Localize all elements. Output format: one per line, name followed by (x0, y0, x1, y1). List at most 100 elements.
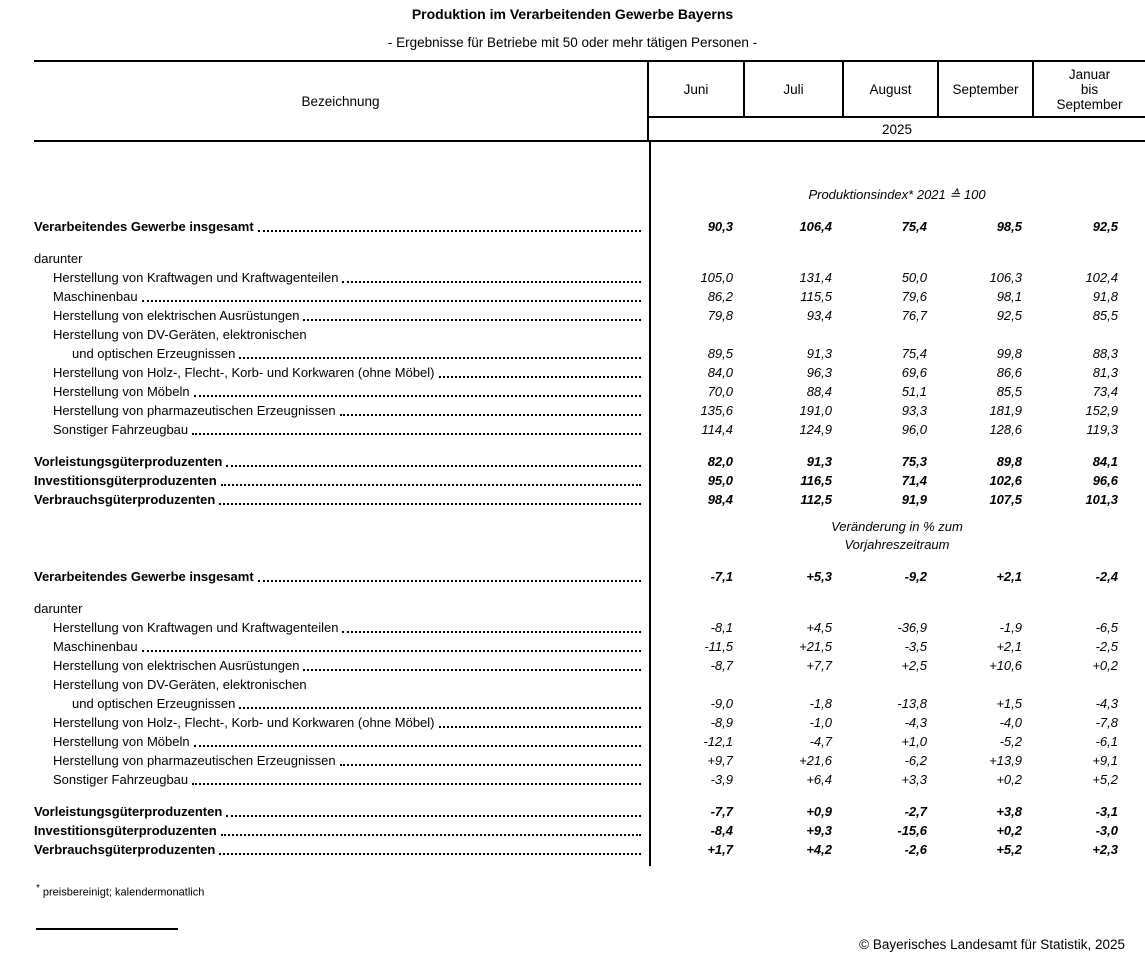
dotted-leader (342, 281, 641, 283)
row-label-cell: Verarbeitendes Gewerbe insgesamt (34, 567, 649, 586)
value-cell: 102,4 (1085, 270, 1118, 285)
row-values: -11,5 +21,5 -3,5 +2,1 -2,5 (649, 637, 1145, 656)
value-cell: 112,5 (800, 492, 832, 507)
value-cell: -5,2 (999, 734, 1022, 749)
value-cell: -4,3 (1095, 696, 1118, 711)
row-label-cell: darunter (34, 599, 649, 618)
value-cell (937, 325, 1032, 344)
value-cell (1032, 599, 1145, 618)
value-cell: 191,0 (799, 403, 832, 418)
value-cell: -4,7 (809, 734, 832, 749)
value-cell: 75,4 (901, 219, 927, 234)
blank-spacer-row (34, 236, 1145, 249)
row-label: Maschinenbau (53, 289, 138, 304)
footnote: * preisbereinigt; kalendermonatlich (36, 883, 204, 899)
value-cell: +1,5 (996, 696, 1022, 711)
value-cell: 181,9 (989, 403, 1022, 418)
dotted-leader (303, 669, 641, 671)
row-label-cell: Herstellung von Holz-, Flecht-, Korb- un… (34, 363, 649, 382)
row-label: Herstellung von elektrischen Ausrüstunge… (53, 658, 300, 673)
value-cell: 101,3 (1085, 492, 1118, 507)
table-row: Herstellung von elektrischen Ausrüstunge… (34, 306, 1145, 325)
value-cell: -1,0 (809, 715, 832, 730)
row-label-cell: Herstellung von pharmazeutischen Erzeugn… (34, 751, 649, 770)
value-cell: +1,7 (707, 842, 733, 857)
value-cell: -8,7 (710, 658, 733, 673)
value-cell: +21,6 (799, 753, 832, 768)
table-row: Herstellung von elektrischen Ausrüstunge… (34, 656, 1145, 675)
value-cell: 152,9 (1085, 403, 1118, 418)
value-cell: +4,5 (806, 620, 832, 635)
row-values: 105,0 131,4 50,0 106,3 102,4 (649, 268, 1145, 287)
month-header-row: Juni Juli August September Januar bis Se… (649, 62, 1145, 118)
row-values: 135,6 191,0 93,3 181,9 152,9 (649, 401, 1145, 420)
row-values: -8,7 +7,7 +2,5 +10,6 +0,2 (649, 656, 1145, 675)
row-label-cell: Herstellung von Kraftwagen und Kraftwage… (34, 268, 649, 287)
value-cell (743, 249, 842, 268)
value-cell: +9,1 (1092, 753, 1118, 768)
row-label-cell: Investitionsgüterproduzenten (34, 471, 649, 490)
value-cell: +9,7 (707, 753, 733, 768)
value-cell: +0,2 (996, 772, 1022, 787)
value-cell: 79,6 (901, 289, 927, 304)
value-cell: 79,8 (707, 308, 733, 323)
value-cell: 69,6 (901, 365, 927, 380)
value-cell: -11,5 (704, 639, 733, 654)
row-values: 90,3 106,4 75,4 98,5 92,5 (649, 217, 1145, 236)
column-header-bezeichnung: Bezeichnung (34, 62, 649, 140)
value-cell: 81,3 (1092, 365, 1118, 380)
table-row: Verarbeitendes Gewerbe insgesamt 90,3 106,… (34, 217, 1145, 236)
value-cell: 84,1 (1092, 454, 1118, 469)
table-row: Herstellung von Möbeln -12,1 -4,7 +1,0 -5,2-… (34, 732, 1145, 751)
dotted-leader (342, 631, 641, 633)
table-row: Vorleistungsgüterproduzenten -7,7 +0,9 -2,7… (34, 802, 1145, 821)
row-label: Vorleistungsgüterproduzenten (34, 454, 223, 469)
value-cell: -3,0 (1095, 823, 1118, 838)
value-cell: +21,5 (799, 639, 832, 654)
row-label-cell: Vorleistungsgüterproduzenten (34, 802, 649, 821)
row-label: Herstellung von elektrischen Ausrüstunge… (53, 308, 300, 323)
section-caption: Veränderung in % zum Vorjahreszeitraum (649, 518, 1145, 554)
value-cell: -6,5 (1095, 620, 1118, 635)
row-values: -8,4 +9,3 -15,6 +0,2 -3,0 (649, 821, 1145, 840)
dotted-leader (239, 357, 641, 359)
value-cell: +0,2 (996, 823, 1022, 838)
value-cell: 71,4 (901, 473, 927, 488)
value-cell: -7,8 (1095, 715, 1118, 730)
table-row: darunter (34, 249, 1145, 268)
dotted-leader (257, 580, 641, 582)
dotted-leader (193, 745, 641, 747)
value-cell: 85,5 (996, 384, 1022, 399)
value-cell (649, 675, 743, 694)
table-header-right: Juni Juli August September Januar bis Se… (649, 62, 1145, 140)
value-cell: 92,5 (1092, 219, 1118, 234)
row-label-cell: Herstellung von Möbeln (34, 732, 649, 751)
row-values: 114,4 124,9 96,0 128,6 119,3 (649, 420, 1145, 439)
value-cell: +0,2 (1092, 658, 1118, 673)
row-label: Investitionsgüterproduzenten (34, 473, 217, 488)
section-caption: Produktionsindex* 2021 ≙ 100 (649, 186, 1145, 204)
row-label-cell: Verbrauchsgüterproduzenten (34, 490, 649, 509)
value-cell: +10,6 (989, 658, 1022, 673)
caption-line: Vorjahreszeitraum (844, 537, 950, 552)
row-values: -12,1 -4,7 +1,0 -5,2 -6,1 (649, 732, 1145, 751)
row-label-cell: Herstellung von elektrischen Ausrüstunge… (34, 306, 649, 325)
row-values (649, 599, 1145, 618)
table-row: Sonstiger Fahrzeugbau 114,4 124,9 96,0 128,6… (34, 420, 1145, 439)
row-values: -7,7 +0,9 -2,7 +3,8 -3,1 (649, 802, 1145, 821)
value-cell (1032, 249, 1145, 268)
table-row: darunter (34, 599, 1145, 618)
value-cell: +2,5 (901, 658, 927, 673)
value-cell: +5,3 (806, 569, 832, 584)
value-cell: 98,1 (996, 289, 1022, 304)
value-cell: -1,8 (809, 696, 832, 711)
row-label-cell: Herstellung von DV-Geräten, elektronisch… (34, 325, 649, 344)
value-cell (842, 675, 937, 694)
footnote-marker: * (36, 883, 40, 894)
row-values: 70,0 88,4 51,1 85,5 73,4 (649, 382, 1145, 401)
row-label-cell: darunter (34, 249, 649, 268)
row-label: darunter (34, 601, 83, 616)
row-label: Verarbeitendes Gewerbe insgesamt (34, 569, 254, 584)
column-header-august: August (842, 62, 937, 116)
table-row: Herstellung von DV-Geräten, elektronisch… (34, 325, 1145, 344)
